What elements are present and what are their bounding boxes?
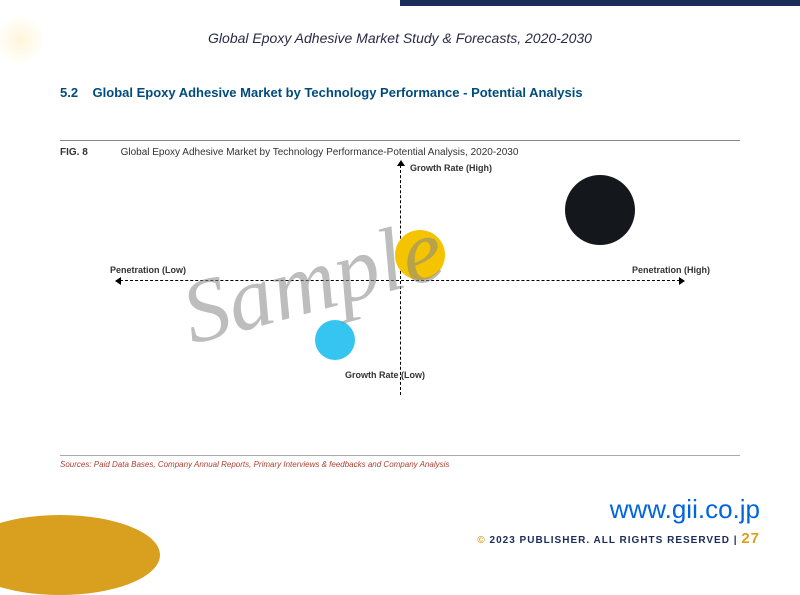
chart-bubble <box>315 320 355 360</box>
sources-text: Sources: Paid Data Bases, Company Annual… <box>60 455 740 469</box>
axis-label-right: Penetration (High) <box>632 265 710 275</box>
bottom-curve-decoration <box>0 515 160 595</box>
top-bar <box>0 0 800 6</box>
figure-label: FIG. 8 <box>60 147 88 158</box>
quadrant-chart: Growth Rate (High) Growth Rate (Low) Pen… <box>120 165 680 395</box>
website-url: www.gii.co.jp <box>610 494 760 525</box>
section-number: 5.2 <box>60 85 78 100</box>
document-title: Global Epoxy Adhesive Market Study & For… <box>0 30 800 46</box>
figure-caption: Global Epoxy Adhesive Market by Technolo… <box>121 147 519 158</box>
chart-bubble <box>395 230 445 280</box>
footer: © 2023 PUBLISHER. ALL RIGHTS RESERVED | … <box>477 530 760 547</box>
footer-text: PUBLISHER. ALL RIGHTS RESERVED | <box>520 535 738 546</box>
page-number: 27 <box>741 530 760 547</box>
horizontal-axis <box>120 280 680 281</box>
figure-caption-row: FIG. 8 Global Epoxy Adhesive Market by T… <box>60 140 740 158</box>
axis-label-top: Growth Rate (High) <box>410 163 492 173</box>
section-title: Global Epoxy Adhesive Market by Technolo… <box>93 85 583 100</box>
section-heading: 5.2 Global Epoxy Adhesive Market by Tech… <box>60 85 583 100</box>
axis-label-bottom: Growth Rate (Low) <box>345 370 425 380</box>
footer-year: 2023 <box>490 535 516 546</box>
chart-bubble <box>565 175 635 245</box>
copyright-symbol: © <box>477 535 485 546</box>
axis-label-left: Penetration (Low) <box>110 265 186 275</box>
